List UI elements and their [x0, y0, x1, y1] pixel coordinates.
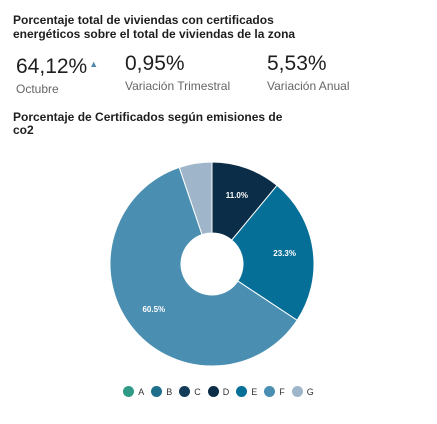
- stat-month: 64,12% ▲ Octubre: [16, 52, 98, 96]
- legend-label: A: [138, 386, 145, 397]
- slice-e[interactable]: [231, 184, 315, 321]
- legend-item-f[interactable]: F: [264, 386, 285, 397]
- legend-dot-icon: [123, 386, 135, 397]
- legend-item-b[interactable]: B: [151, 386, 172, 397]
- legend-label: G: [306, 386, 314, 397]
- legend-label: D: [222, 386, 230, 397]
- chart-legend: A B C D E F G: [0, 386, 437, 397]
- legend-dot-icon: [207, 386, 219, 397]
- legend-label: B: [166, 386, 173, 397]
- legend-label: F: [279, 386, 285, 397]
- legend-label: C: [194, 386, 201, 397]
- stat-value: 64,12% ▲: [16, 55, 99, 78]
- data-label-e: 23.3%: [273, 249, 296, 258]
- page-title: Porcentaje total de viviendas con certif…: [13, 13, 296, 41]
- legend-dot-icon: [179, 386, 191, 397]
- slice-f[interactable]: [109, 166, 298, 367]
- data-label-d: 11.0%: [226, 191, 248, 200]
- stat-label: Variación Anual: [267, 79, 350, 93]
- legend-item-c[interactable]: C: [179, 386, 201, 397]
- stat-annual: 5,53% Variación Anual: [267, 52, 350, 93]
- stat-label: Variación Trimestral: [125, 79, 231, 93]
- legend-dot-icon: [291, 386, 303, 397]
- stat-label: Octubre: [16, 82, 59, 96]
- legend-item-g[interactable]: G: [291, 386, 314, 397]
- stat-quarterly: 0,95% Variación Trimestral: [125, 52, 230, 93]
- data-label-f: 60.5%: [142, 305, 165, 314]
- legend-label: E: [251, 386, 258, 397]
- stat-value: 0,95%: [125, 52, 185, 75]
- stat-value: 5,53%: [267, 52, 327, 75]
- legend-dot-icon: [264, 386, 276, 397]
- chart-title: Porcentaje de Certificados según emision…: [13, 110, 283, 137]
- legend-item-e[interactable]: E: [236, 386, 257, 397]
- caret-up-icon: ▲: [89, 59, 99, 69]
- legend-dot-icon: [151, 386, 163, 397]
- legend-dot-icon: [236, 386, 248, 397]
- legend-item-a[interactable]: A: [123, 386, 144, 397]
- slice-g[interactable]: [178, 161, 213, 236]
- legend-item-d[interactable]: D: [207, 386, 230, 397]
